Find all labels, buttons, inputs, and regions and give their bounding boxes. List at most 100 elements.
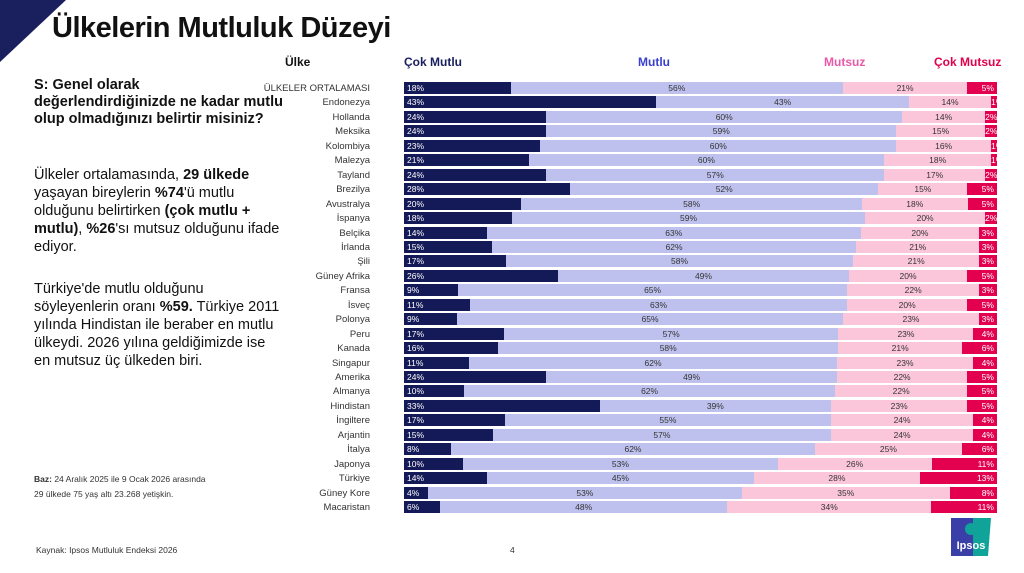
chart-row: Tayland 24% 57% 17% 2% bbox=[0, 168, 1000, 182]
stacked-bar: 15% 62% 21% 3% bbox=[404, 240, 997, 253]
text-segment: %59. bbox=[159, 299, 193, 315]
bar-segment-very-happy: 26% bbox=[404, 269, 559, 282]
stacked-bar: 6% 48% 34% 11% bbox=[404, 501, 997, 514]
category-label: Japonya bbox=[334, 458, 370, 470]
bar-segment-very-unhappy: 4% bbox=[973, 356, 997, 369]
bar-segment-very-unhappy: 1% bbox=[991, 154, 1004, 167]
survey-question: S: Genel olarak değerlendirdiğinizde ne … bbox=[34, 77, 283, 127]
stacked-bar: 24% 49% 22% 5% bbox=[404, 371, 997, 383]
text-segment: Türkiye'de mutlu olduğunu söyleyenlerin … bbox=[34, 281, 204, 315]
category-label: Endonezya bbox=[322, 97, 370, 109]
stacked-bar: 11% 62% 23% 4% bbox=[404, 356, 997, 369]
category-label: Peru bbox=[349, 328, 370, 340]
bar-segment-happy: 56% bbox=[510, 82, 843, 94]
bar-segment-happy: 57% bbox=[546, 168, 885, 181]
bar-segment-unhappy: 21% bbox=[853, 255, 980, 268]
chart-row: İspanya 18% 59% 20% 2% bbox=[0, 212, 1000, 225]
stacked-bar: 24% 60% 14% 2% bbox=[404, 110, 997, 123]
source-note: Kaynak: Ipsos Mutluluk Endeksi 2026 bbox=[36, 545, 178, 555]
bar-segment-very-unhappy: 5% bbox=[967, 399, 997, 412]
text-segment: %26 bbox=[86, 221, 116, 237]
chart-row: Türkiye 14% 45% 28% 13% bbox=[0, 472, 1000, 485]
bar-segment-very-happy: 10% bbox=[404, 457, 464, 470]
bar-segment-happy: 65% bbox=[457, 284, 848, 297]
category-label: Amerika bbox=[335, 372, 370, 383]
legend-happy: Mutlu bbox=[638, 55, 670, 69]
chart-row: Hindistan 33% 39% 23% 5% bbox=[0, 399, 1000, 413]
bar-segment-unhappy: 24% bbox=[830, 414, 974, 427]
bar-segment-unhappy: 23% bbox=[842, 313, 980, 326]
bar-segment-unhappy: 24% bbox=[830, 428, 974, 441]
category-label: Güney Kore bbox=[319, 487, 370, 499]
bar-segment-happy: 49% bbox=[558, 269, 849, 282]
category-label: Güney Afrika bbox=[315, 270, 370, 282]
bar-segment-very-happy: 24% bbox=[404, 125, 547, 138]
bar-segment-unhappy: 20% bbox=[865, 212, 985, 225]
category-label: Avustralya bbox=[325, 198, 370, 210]
bar-segment-happy: 39% bbox=[599, 399, 831, 412]
bar-segment-very-unhappy: 13% bbox=[919, 472, 997, 485]
bar-segment-happy: 62% bbox=[469, 356, 837, 369]
bar-segment-very-happy: 6% bbox=[404, 501, 440, 514]
chart-row: İsveç 11% 63% 20% 5% bbox=[0, 298, 1000, 312]
category-label: İrlanda bbox=[340, 241, 370, 253]
chart-row: Kolombiya 23% 60% 16% 1% bbox=[0, 139, 1004, 153]
category-label: ÜLKELER ORTALAMASI bbox=[263, 83, 370, 94]
bar-segment-happy: 57% bbox=[492, 428, 831, 441]
bar-segment-very-unhappy: 4% bbox=[973, 327, 997, 340]
bar-segment-unhappy: 22% bbox=[836, 371, 968, 383]
bar-segment-very-unhappy: 1% bbox=[991, 139, 1004, 152]
bar-segment-very-happy: 33% bbox=[404, 399, 600, 412]
bar-segment-very-unhappy: 1% bbox=[991, 96, 1004, 109]
stacked-bar: 24% 57% 17% 2% bbox=[404, 168, 997, 181]
bar-segment-very-unhappy: 5% bbox=[967, 385, 997, 398]
chart-row: Arjantin 15% 57% 24% 4% bbox=[0, 428, 1000, 442]
bar-segment-very-happy: 14% bbox=[404, 226, 488, 239]
category-label: Arjantin bbox=[337, 429, 370, 441]
text-segment: 'ü mutlu olduğunu belirtirken bbox=[34, 185, 235, 219]
bar-segment-very-unhappy: 11% bbox=[931, 457, 997, 470]
bar-segment-very-happy: 14% bbox=[404, 472, 488, 485]
bar-segment-happy: 53% bbox=[427, 486, 742, 499]
category-label: Meksika bbox=[335, 126, 370, 138]
category-label: İtalya bbox=[347, 444, 370, 456]
category-label: Belçika bbox=[339, 227, 370, 239]
bar-segment-happy: 59% bbox=[546, 125, 897, 138]
bar-segment-happy: 58% bbox=[505, 255, 854, 268]
bar-segment-very-unhappy: 3% bbox=[979, 226, 997, 239]
bar-segment-very-unhappy: 3% bbox=[979, 313, 997, 326]
chart-row: Brezilya 28% 52% 15% 5% bbox=[0, 183, 1000, 196]
chart-row: İtalya 8% 62% 25% 6% bbox=[0, 443, 1000, 456]
bar-segment-unhappy: 34% bbox=[727, 501, 932, 514]
bar-segment-unhappy: 25% bbox=[814, 443, 962, 456]
bar-segment-happy: 62% bbox=[463, 385, 836, 398]
bar-segment-unhappy: 17% bbox=[884, 168, 986, 181]
category-label: Polonya bbox=[335, 314, 370, 326]
stacked-bar: 10% 53% 26% 11% bbox=[404, 457, 997, 470]
bar-segment-unhappy: 18% bbox=[861, 197, 968, 210]
bar-segment-very-happy: 16% bbox=[404, 342, 498, 355]
bar-segment-unhappy: 35% bbox=[742, 486, 950, 499]
chart-row: ÜLKELER ORTALAMASI 18% 56% 21% 5% bbox=[0, 82, 1000, 95]
category-label: Türkiye bbox=[338, 473, 370, 485]
bar-segment-very-happy: 15% bbox=[404, 240, 493, 253]
bar-segment-very-happy: 11% bbox=[404, 356, 470, 369]
category-label: Hollanda bbox=[332, 111, 371, 123]
stacked-bar: 17% 55% 24% 4% bbox=[404, 414, 997, 427]
bar-segment-unhappy: 26% bbox=[777, 457, 932, 470]
chart-row: Endonezya 43% 43% 14% 1% bbox=[0, 96, 1004, 109]
category-label: Singapur bbox=[331, 357, 370, 369]
bar-segment-unhappy: 14% bbox=[902, 110, 986, 123]
turkey-paragraph: Türkiye'de mutlu olduğunu söyleyenlerin … bbox=[34, 280, 284, 370]
bar-segment-unhappy: 16% bbox=[896, 139, 992, 152]
bar-segment-very-happy: 24% bbox=[404, 371, 547, 383]
category-label: Tayland bbox=[337, 169, 370, 181]
category-label: Hindistan bbox=[330, 400, 370, 412]
chart-row: Japonya 10% 53% 26% 11% bbox=[0, 457, 1000, 471]
bar-segment-happy: 65% bbox=[457, 313, 843, 326]
bar-segment-happy: 55% bbox=[504, 414, 831, 427]
stacked-bar: 17% 58% 21% 3% bbox=[404, 255, 997, 268]
chart-row: İrlanda 15% 62% 21% 3% bbox=[0, 240, 1000, 254]
bar-segment-very-unhappy: 5% bbox=[967, 298, 997, 311]
bar-segment-unhappy: 21% bbox=[838, 342, 962, 355]
